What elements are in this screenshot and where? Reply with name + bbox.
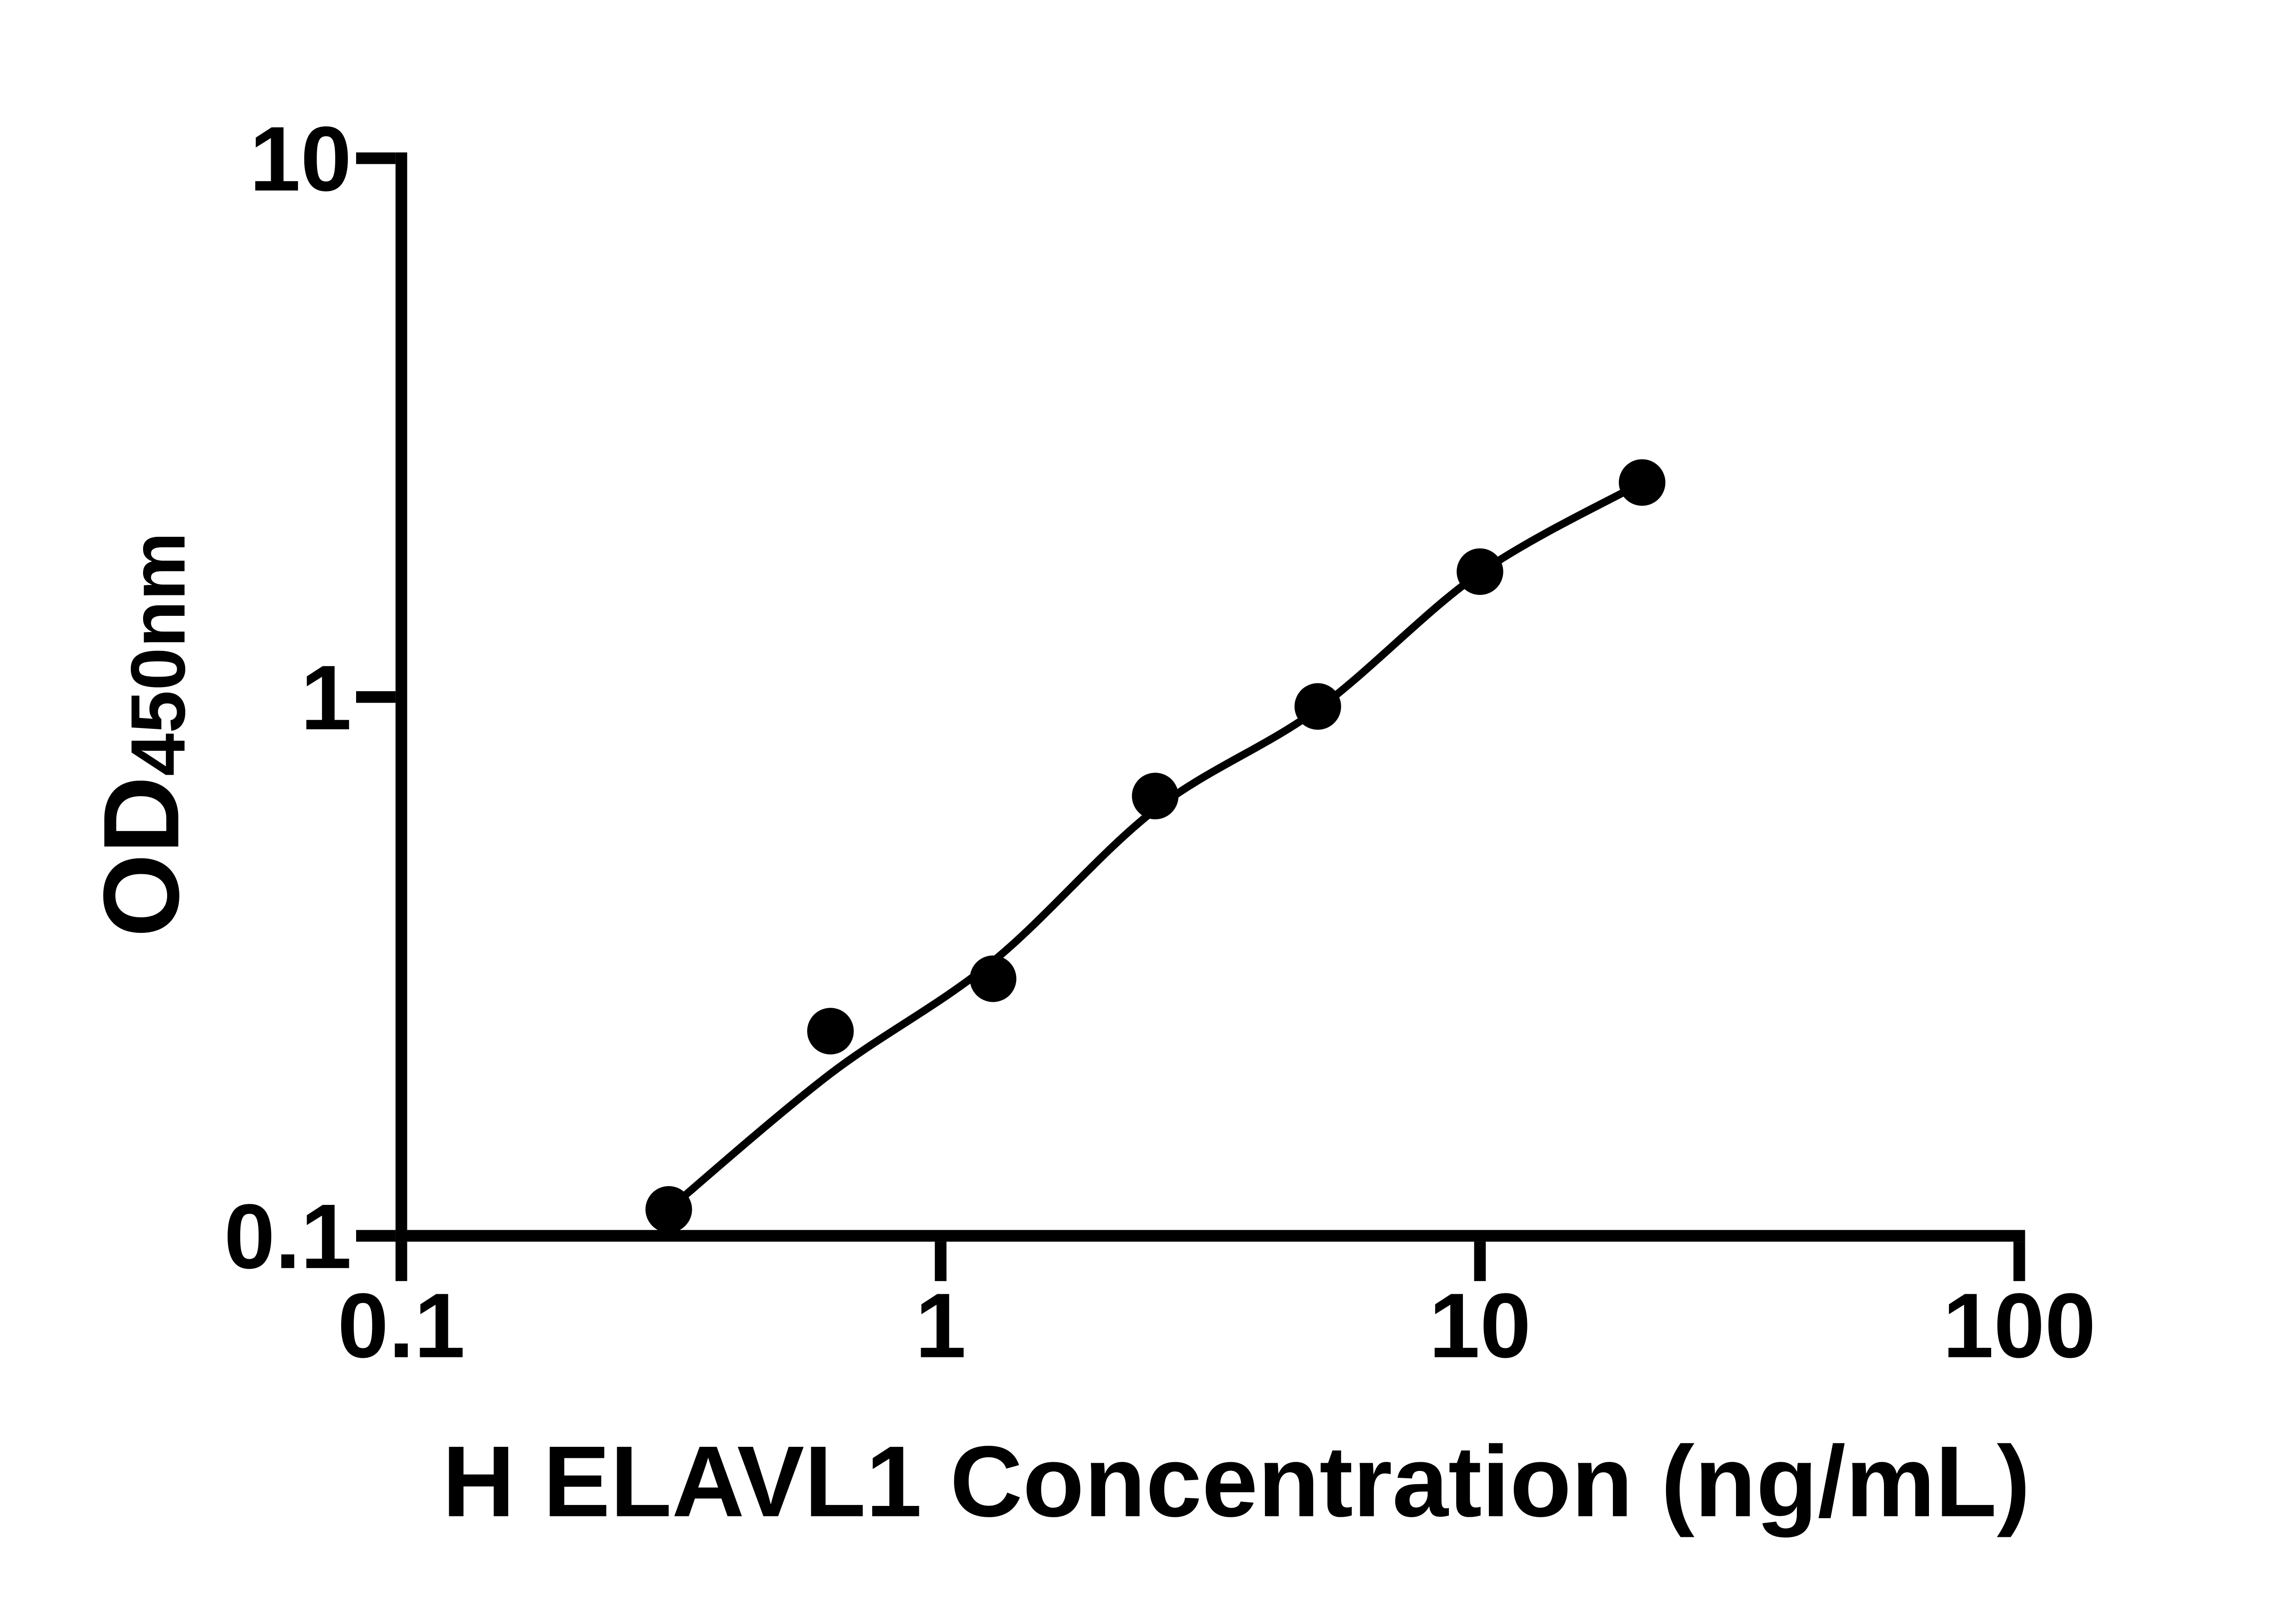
- x-tick-label: 0.1: [337, 1274, 465, 1376]
- data-point: [1619, 459, 1666, 506]
- x-tick-label: 100: [1943, 1274, 2096, 1376]
- tick-marks: [356, 152, 2025, 1281]
- x-tick-labels: 0.1 1 10 100: [337, 1274, 2096, 1376]
- fitted-curve-line: [665, 478, 1646, 1213]
- y-tick-label: 1: [301, 646, 352, 749]
- data-point: [645, 1186, 692, 1233]
- data-point: [807, 1007, 854, 1055]
- data-point: [970, 955, 1016, 1002]
- y-axis-title-subscript: 450nm: [114, 532, 201, 776]
- y-axis-title: OD450nm: [82, 532, 202, 937]
- x-tick-label: 1: [915, 1274, 966, 1376]
- elisa-standard-curve-chart: 0.1 1 10 100 0.1 1 10 H ELAVL1 Concentration …: [82, 107, 2096, 1538]
- data-points: [645, 459, 1666, 1233]
- x-tick-label: 10: [1429, 1274, 1531, 1376]
- y-tick-labels: 0.1 1 10: [224, 107, 352, 1287]
- data-point: [1457, 548, 1503, 595]
- data-point: [1132, 772, 1179, 819]
- y-tick-label: 10: [249, 107, 352, 210]
- y-tick-label: 0.1: [224, 1185, 352, 1287]
- y-axis-title-main: OD: [82, 776, 202, 937]
- x-axis-title: H ELAVL1 Concentration (ng/mL): [442, 1425, 2030, 1538]
- data-point: [1294, 683, 1341, 730]
- axes: [395, 152, 2025, 1242]
